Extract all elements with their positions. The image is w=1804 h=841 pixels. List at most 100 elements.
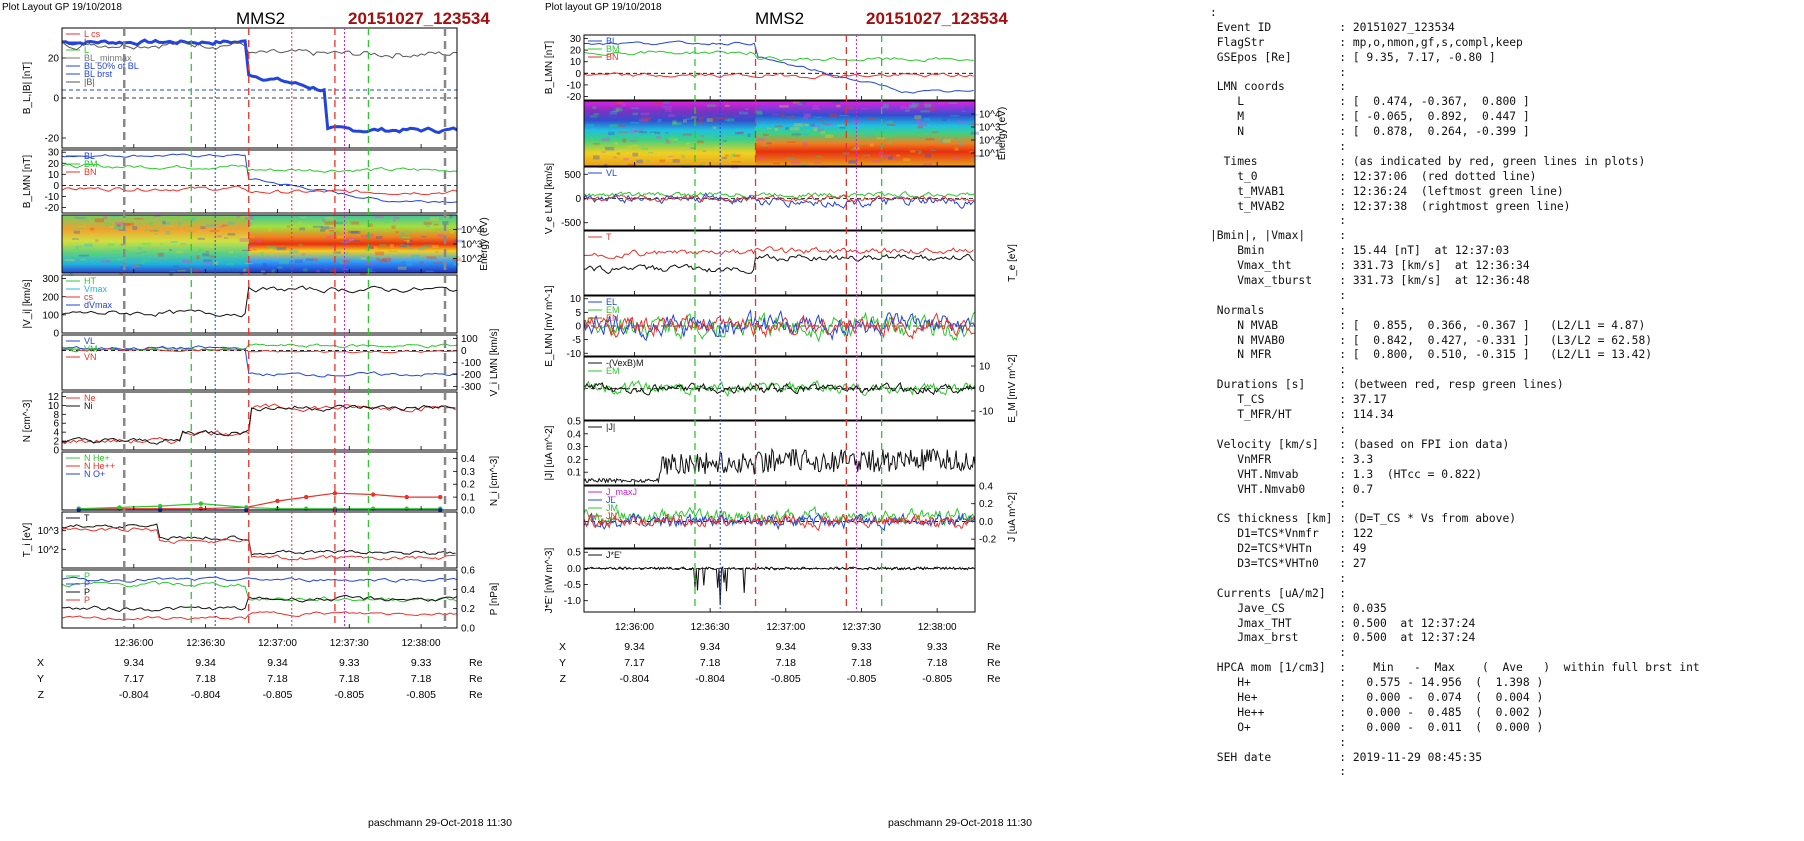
spectrogram-cell [165,230,171,235]
spectrogram-cell [138,246,142,250]
y-tick-label: 0.5 [567,548,581,559]
chart-row: 0.0 0.1 0.2 0.3 0.4 N_i [cm^-3] N He+N He++N O… [61,451,500,517]
spectrogram-cell [724,104,730,107]
series-bm [583,50,974,63]
spectrogram-cell [646,159,651,162]
spectrogram-cell [209,255,216,258]
spectrogram-cell [298,221,302,225]
spectrogram-cell [298,243,303,247]
spectrogram-cell [107,243,116,246]
spectrogram-cell [349,238,354,241]
position-unit: Re [987,657,1001,669]
spectrogram-cell [685,118,692,120]
spectrogram-cell [198,268,203,270]
spectrogram-cell [365,249,370,252]
spectrogram-cell [337,220,348,225]
spectrogram-cell [727,118,735,122]
event-info-table: : Event ID : 20151027_123534 FlagStr : m… [1210,6,1800,780]
plot-frame [61,511,458,569]
y-tick-label: 0 [575,322,581,333]
spectrogram-cell [829,113,838,118]
position-value: -0.805 [406,689,436,701]
y-tick-label: -1.0 [564,596,582,607]
position-unit: Re [987,673,1001,685]
y-axis-label: |V_i| [km/s] [22,279,33,328]
info-row: : [1210,363,1347,377]
spectrogram-cell [134,263,140,267]
spectrogram-cell [613,142,618,145]
plot-frame [61,451,458,511]
y-tick-label: 10^4 [461,225,483,236]
spectrogram-cell [681,154,685,158]
spectrogram-cell [268,248,273,251]
spectrogram-cell [601,151,606,153]
y-tick-label: -500 [561,218,581,229]
spectrogram-cell [268,271,274,273]
spectrogram-cell [193,268,200,273]
spectrogram-cell [435,228,444,231]
y-axis-label: B_L,|B| [nT] [22,62,33,115]
spectrogram-cell [120,265,125,269]
y-tick-label: -10 [567,80,582,91]
spectrogram-cell [389,244,394,248]
spectrogram-cell [612,109,619,113]
spectrogram-cell [202,238,211,243]
spectrogram-cell [694,111,699,114]
spectrogram-cell [430,216,439,221]
y-tick-label: 0 [53,181,59,192]
legend-entry: JN [606,511,617,521]
legend-entry: EM [606,366,620,376]
legend-entry: Vmax [84,284,108,294]
legend-entry: BM [606,44,620,54]
spectrogram-cell [243,268,247,272]
y-axis-label: T_e [eV] [1007,244,1018,282]
spectrogram-cell [958,114,964,117]
spectrogram-cell [113,226,120,230]
spectrogram-cell [343,251,349,255]
position-value: 9.33 [851,641,872,653]
spectrogram-cell [119,258,125,260]
spectrogram-cell [666,139,673,141]
legend-entry: N He++ [84,461,115,471]
info-row: L : [ 0.474, -0.367, 0.800 ] [1210,95,1530,109]
spectrogram-cell [797,103,803,106]
spectrogram-cell [882,103,889,106]
spectrogram-cell [753,127,763,131]
spectrogram-cell [916,104,921,108]
spectrogram-cell [364,242,371,244]
y-tick-label: -20 [45,203,60,214]
spectrogram-cell [74,227,84,229]
spectrogram-cell [686,140,691,143]
spectrogram-cell [368,271,376,274]
y-axis-label: J*E' [nW m^-3] [544,548,555,614]
spectrogram-cell [632,112,638,116]
spectrogram-cell [322,219,326,223]
y-tick-label: -5 [572,335,581,346]
y-axis-label: V_i LMN [km/s] [489,328,500,396]
spectrogram-cell [334,221,343,225]
spectrogram-cell [114,225,123,230]
plot-frame [583,548,976,613]
legend-entry: P [84,587,90,597]
spectrogram-cell [642,116,652,121]
spectrogram-cell [286,225,291,228]
position-value: 7.18 [851,657,872,669]
spectrogram-cell [973,154,982,158]
spectrogram-cell [822,123,831,125]
spectrogram-cell [758,156,766,161]
series-vn [61,348,458,354]
spectrogram-cell [348,230,359,234]
spectrogram-cell [202,261,213,265]
spectrogram-cell [734,132,744,135]
spectrogram-cell [756,112,763,116]
spectrogram-cell [937,103,946,105]
spectrogram-cell [744,108,749,110]
data-point [275,498,280,504]
spectrogram-cell [239,272,244,276]
spectrogram-cell [177,222,182,224]
spectrogram-cell [637,128,646,131]
spectrogram-cell [876,137,885,140]
spectrogram-cell [766,142,772,145]
